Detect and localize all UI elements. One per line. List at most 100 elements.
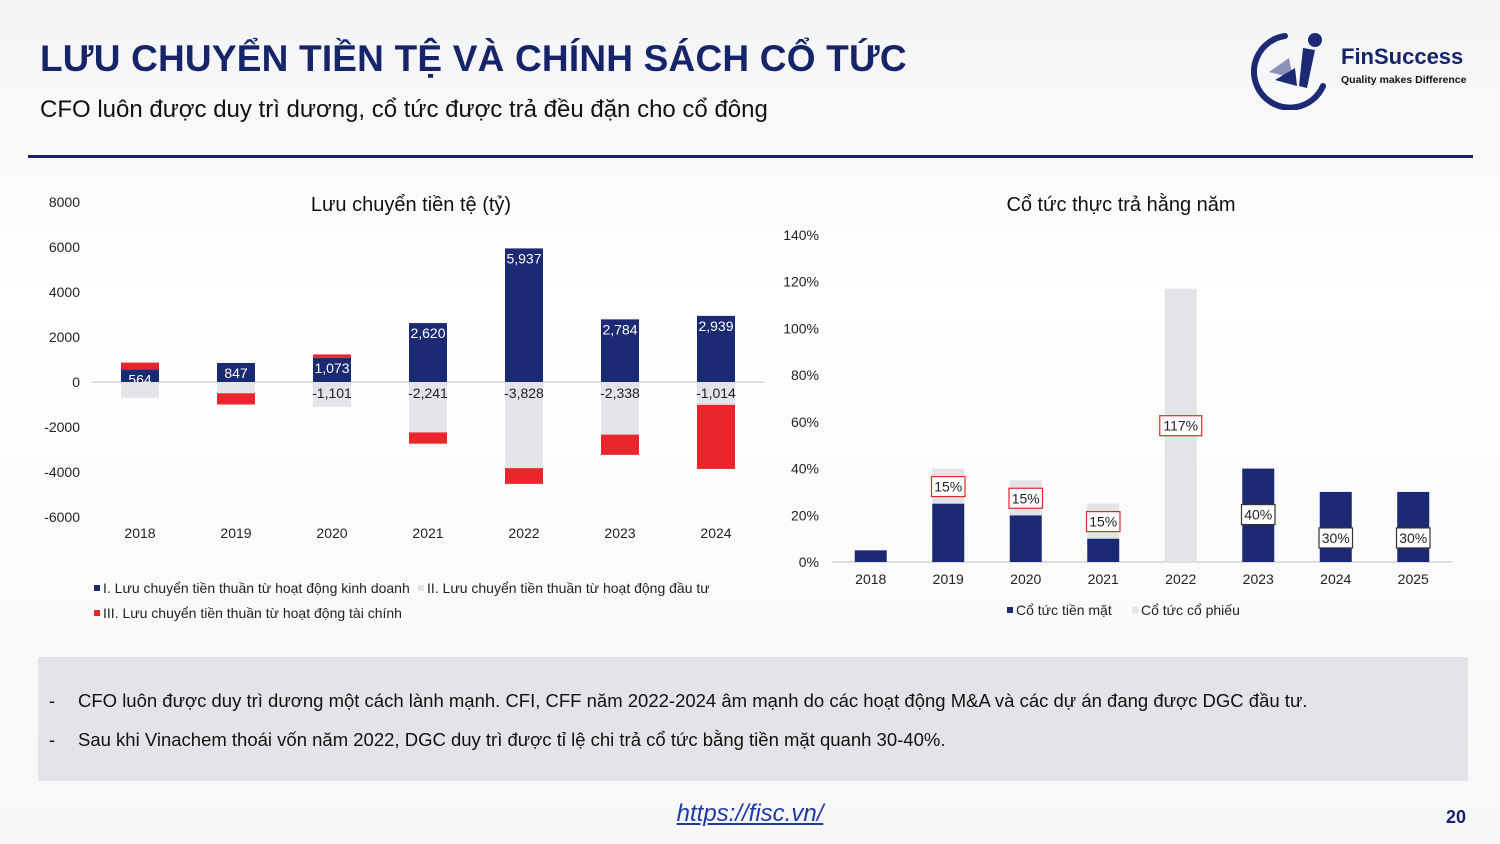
data-label-investing: -1,014: [696, 385, 736, 401]
data-label-investing: -2,241: [408, 385, 448, 401]
data-label-box: [930, 475, 966, 498]
bar-operating: [505, 248, 543, 382]
data-label-operating: 2,784: [602, 321, 637, 337]
data-label-box: [1008, 487, 1044, 509]
y-tick-label: 8000: [49, 194, 80, 210]
bar-cash-dividend: [854, 550, 887, 562]
bar-operating: [313, 357, 351, 382]
bar-cash-dividend: [1397, 491, 1430, 562]
data-label-cash-dividend: 30%: [1322, 530, 1350, 546]
x-tick-label: 2023: [1243, 571, 1274, 587]
page-subtitle: CFO luôn được duy trì dương, cổ tức được…: [40, 96, 768, 123]
y-tick-label: 120%: [783, 274, 819, 290]
legend-item-operating: I. Lưu chuyển tiền thuần từ hoạt động ki…: [94, 580, 410, 596]
dividend-chart-title: Cổ tức thực trả hằng năm: [1006, 193, 1235, 216]
data-label-box: [1085, 511, 1121, 533]
legend-swatch-financing: [94, 610, 100, 616]
x-tick-label: 2020: [316, 525, 347, 541]
x-tick-label: 2025: [1398, 571, 1429, 587]
notes-box: - CFO luôn được duy trì dương một cách l…: [38, 657, 1468, 781]
data-label-stock-dividend: 15%: [934, 479, 962, 495]
bar-operating: [217, 362, 255, 382]
data-label-box: [1240, 503, 1276, 526]
legend-label-financing: III. Lưu chuyển tiền thuần từ hoạt động …: [103, 605, 402, 621]
data-label-operating: 1,073: [314, 360, 349, 376]
legend-item-financing: III. Lưu chuyển tiền thuần từ hoạt động …: [94, 605, 402, 621]
y-tick-label: -6000: [44, 509, 80, 525]
legend-swatch-investing: [418, 585, 424, 591]
bar-financing: [697, 404, 735, 469]
legend-label-operating: I. Lưu chuyển tiền thuần từ hoạt động ki…: [103, 580, 410, 596]
x-tick-label: 2024: [700, 525, 731, 541]
bar-investing: [313, 382, 351, 407]
legend-swatch-stock-dividend: [1132, 607, 1138, 613]
bar-financing: [601, 434, 639, 455]
cash-flow-chart-title: Lưu chuyển tiền tệ (tỷ): [311, 194, 511, 216]
legend-swatch-operating: [94, 585, 100, 591]
data-label-operating: 847: [224, 365, 248, 381]
x-tick-label: 2018: [124, 525, 155, 541]
y-tick-label: 0%: [799, 554, 819, 570]
legend-item-stock-dividend: Cổ tức cổ phiếu: [1132, 602, 1240, 618]
bar-investing: [601, 382, 639, 435]
data-label-operating: 2,939: [698, 318, 733, 334]
bar-stock-dividend: [1087, 503, 1120, 539]
x-tick-label: 2019: [220, 525, 251, 541]
bar-stock-dividend: [932, 468, 965, 504]
logo-emblem-icon: [1251, 33, 1326, 111]
data-label-operating: 2,620: [410, 325, 445, 341]
y-tick-label: 0: [72, 374, 80, 390]
note-bullet: -: [49, 729, 56, 750]
bar-financing: [409, 432, 447, 444]
page-title: LƯU CHUYỂN TIỀN TỆ VÀ CHÍNH SÁCH CỔ TỨC: [40, 38, 907, 79]
bar-investing: [217, 382, 255, 394]
legend-label-cash-dividend: Cổ tức tiền mặt: [1016, 602, 1112, 618]
bar-investing: [409, 382, 447, 433]
logo-name: FinSuccess: [1341, 44, 1464, 69]
page-number: 20: [1446, 807, 1467, 827]
bar-operating: [409, 323, 447, 382]
data-label-stock-dividend: 117%: [1163, 418, 1198, 434]
x-tick-label: 2020: [1010, 571, 1041, 587]
website-link[interactable]: https://fisc.vn/: [676, 800, 824, 827]
logo-tagline: Quality makes Difference: [1341, 74, 1467, 86]
data-label-operating: 5,937: [506, 250, 541, 266]
y-tick-label: 20%: [791, 507, 819, 523]
legend-item-investing: II. Lưu chuyển tiền thuần từ hoạt động đ…: [418, 580, 710, 596]
finsuccess-logo: FinSuccess Quality makes Difference: [1245, 28, 1475, 111]
data-label-box: [1395, 527, 1431, 549]
data-label-cash-dividend: 40%: [1244, 507, 1272, 523]
bar-investing: [121, 382, 159, 398]
data-label-cash-dividend: 30%: [1399, 530, 1427, 546]
x-tick-label: 2019: [933, 571, 964, 587]
note-bullet: -: [49, 690, 56, 711]
data-label-box: [1318, 527, 1354, 549]
y-tick-label: 60%: [791, 414, 819, 430]
x-tick-label: 2023: [604, 525, 635, 541]
y-tick-label: 2000: [49, 329, 80, 345]
data-label-operating: 564: [128, 371, 152, 387]
y-tick-label: 80%: [791, 367, 819, 383]
y-tick-label: 40%: [791, 461, 819, 477]
bar-financing: [505, 468, 543, 484]
y-tick-label: -2000: [44, 419, 80, 435]
bar-financing: [313, 354, 351, 358]
y-tick-label: 100%: [783, 320, 819, 336]
bar-cash-dividend: [1319, 491, 1352, 562]
note-text: CFO luôn được duy trì dương một cách làn…: [78, 690, 1308, 711]
data-label-stock-dividend: 15%: [1089, 514, 1117, 530]
bar-operating: [121, 369, 159, 382]
legend-label-investing: II. Lưu chuyển tiền thuần từ hoạt động đ…: [427, 580, 710, 596]
bar-financing: [217, 393, 255, 405]
bar-stock-dividend: [1164, 288, 1197, 562]
y-tick-label: 140%: [783, 227, 819, 243]
bar-cash-dividend: [1242, 468, 1275, 562]
bar-operating: [697, 315, 735, 382]
y-tick-label: 6000: [49, 239, 80, 255]
x-tick-label: 2024: [1320, 571, 1351, 587]
bar-stock-dividend: [1009, 480, 1042, 516]
bar-operating: [601, 319, 639, 382]
bar-financing: [121, 362, 159, 370]
bar-cash-dividend: [1009, 515, 1042, 562]
x-tick-label: 2018: [855, 571, 886, 587]
